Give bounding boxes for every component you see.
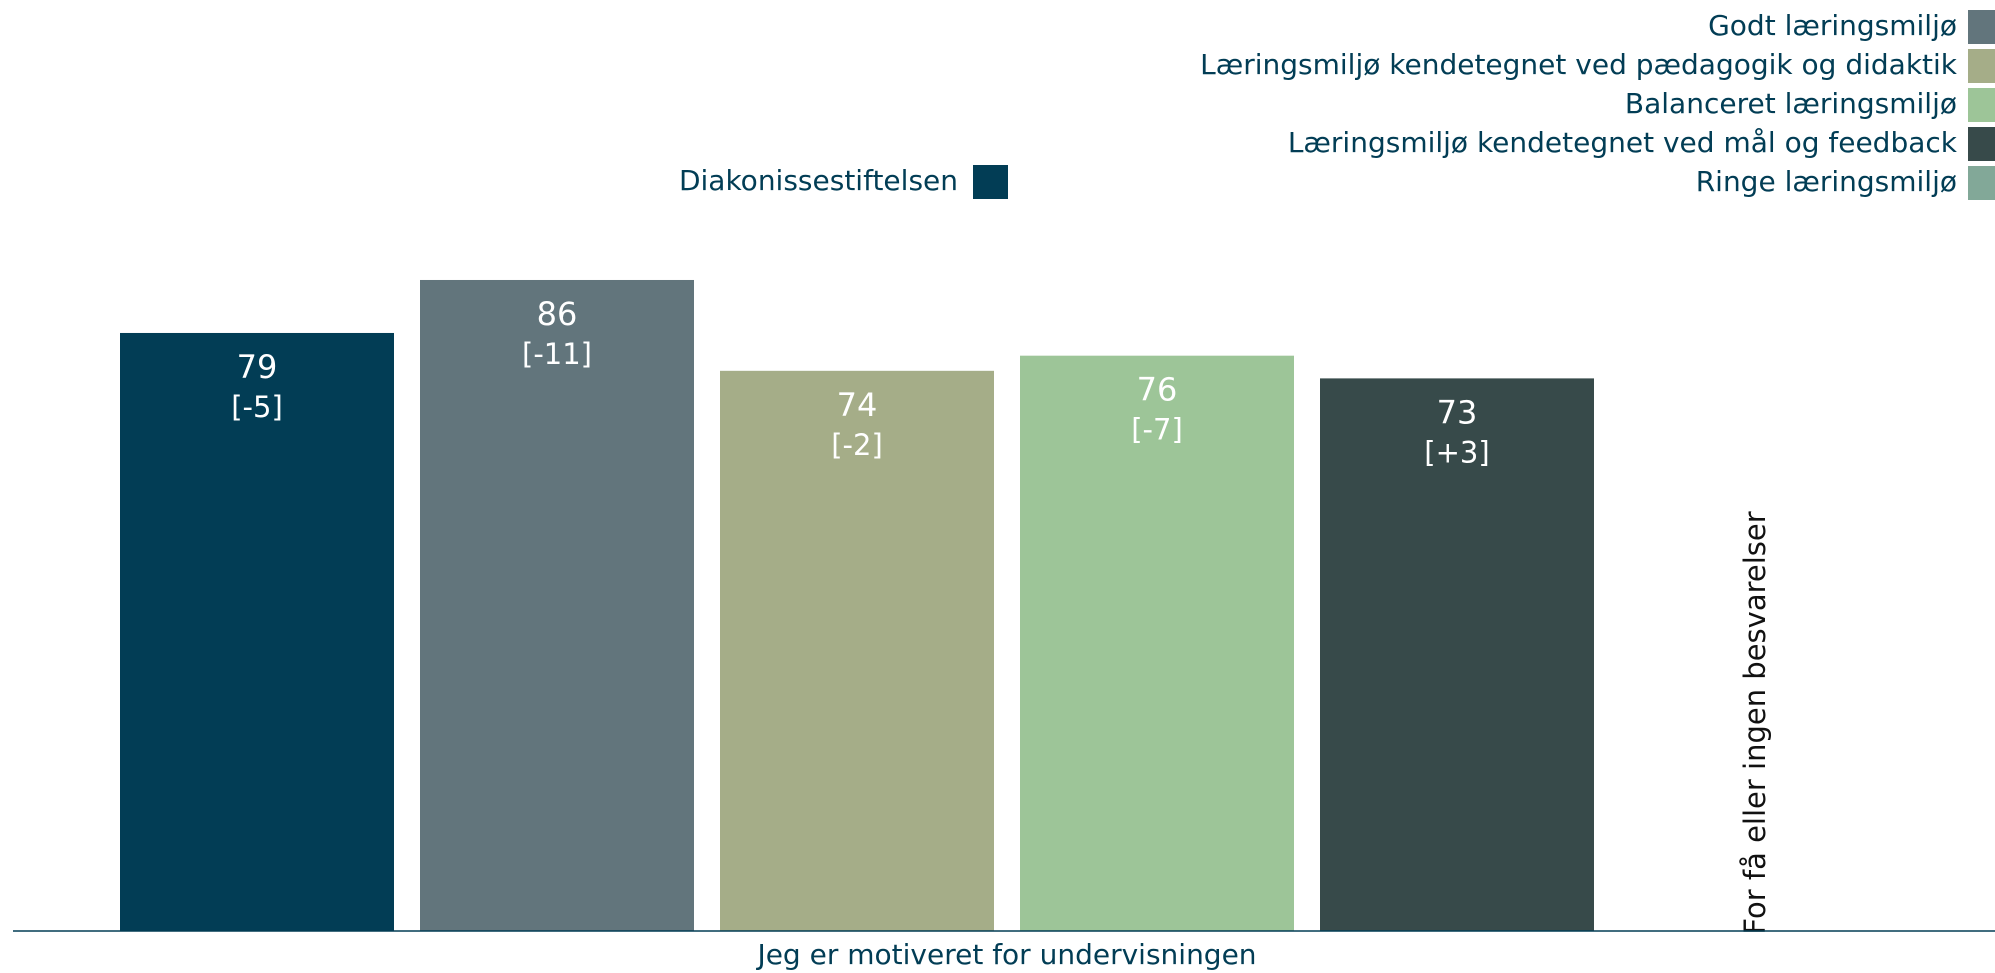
bar bbox=[1320, 378, 1594, 931]
change-label: [-7] bbox=[1131, 413, 1183, 447]
legend-label: Ringe læringsmiljø bbox=[1696, 165, 1957, 198]
value-label: 86 bbox=[537, 295, 578, 333]
bar bbox=[1020, 355, 1294, 931]
bar bbox=[120, 332, 394, 932]
change-label: [-2] bbox=[831, 428, 883, 462]
change-label: [+3] bbox=[1424, 435, 1489, 469]
bar bbox=[420, 279, 694, 932]
value-label: 73 bbox=[1437, 393, 1478, 431]
legend-swatch bbox=[1968, 88, 1995, 122]
legend-label: Læringsmiljø kendetegnet ved pædagogik o… bbox=[1200, 48, 1958, 81]
legend-label: Læringsmiljø kendetegnet ved mål og feed… bbox=[1288, 126, 1958, 159]
value-label: 79 bbox=[237, 348, 278, 386]
value-label: 74 bbox=[837, 386, 878, 424]
change-label: [-5] bbox=[231, 390, 283, 424]
legend-swatch bbox=[1968, 49, 1995, 83]
legend-swatch bbox=[1968, 166, 1995, 200]
change-label: [-11] bbox=[522, 337, 592, 371]
value-label: 76 bbox=[1137, 371, 1178, 409]
legend-label: Balanceret læringsmiljø bbox=[1625, 87, 1957, 120]
legend-label: Diakonissestiftelsen bbox=[679, 164, 958, 197]
x-tick-label: Jeg er motiveret for undervisningen bbox=[755, 938, 1256, 971]
no-data-note: For få eller ingen besvarelser bbox=[1738, 511, 1772, 934]
legend-swatch bbox=[1968, 127, 1995, 161]
bar bbox=[720, 370, 994, 931]
legend-swatch bbox=[973, 165, 1008, 199]
legend-swatch bbox=[1968, 10, 1995, 44]
legend-label: Godt læringsmiljø bbox=[1708, 9, 1957, 42]
